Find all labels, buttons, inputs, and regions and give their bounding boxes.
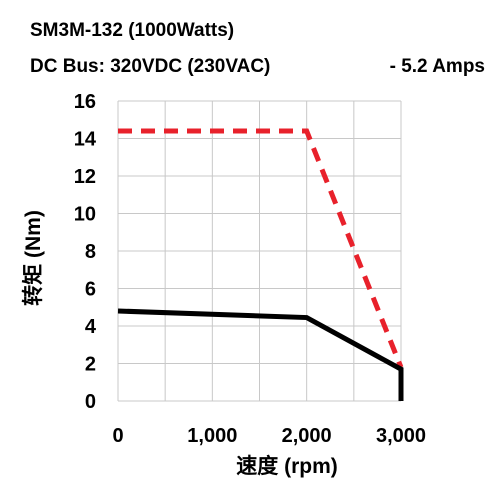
series-peak-torque-dashed xyxy=(118,128,404,369)
y-tick-label: 6 xyxy=(85,279,96,301)
x-axis-label: 速度 (rpm) xyxy=(236,454,338,478)
x-tick-label: 2,000 xyxy=(282,425,332,447)
y-tick-label: 12 xyxy=(74,166,96,188)
y-tick-label: 0 xyxy=(85,391,96,413)
x-tick-label: 1,000 xyxy=(187,425,237,447)
series-lines xyxy=(117,128,404,401)
series-continuous-torque-solid xyxy=(117,308,404,401)
y-tick-label: 16 xyxy=(74,91,96,113)
tick-labels: 0 2 4 6 8 10 12 14 16 0 1,000 2,000 3,000 xyxy=(74,91,426,447)
y-tick-label: 14 xyxy=(74,129,97,151)
x-tick-label: 3,000 xyxy=(376,425,426,447)
y-tick-label: 8 xyxy=(85,241,96,263)
x-tick-label: 0 xyxy=(112,425,123,447)
y-tick-label: 2 xyxy=(85,354,96,376)
chart-title-model: SM3M-132 (1000Watts) xyxy=(30,20,235,41)
dc-bus-label: DC Bus: 320VDC (230VAC) xyxy=(30,56,271,77)
amps-label: - 5.2 Amps xyxy=(389,56,485,77)
y-tick-label: 4 xyxy=(85,316,97,338)
y-tick-label: 10 xyxy=(74,204,96,226)
chart-subtitle: DC Bus: 320VDC (230VAC) - 5.2 Amps xyxy=(30,56,485,78)
y-axis-label: 转矩 (Nm) xyxy=(21,210,45,306)
grid xyxy=(117,100,402,402)
